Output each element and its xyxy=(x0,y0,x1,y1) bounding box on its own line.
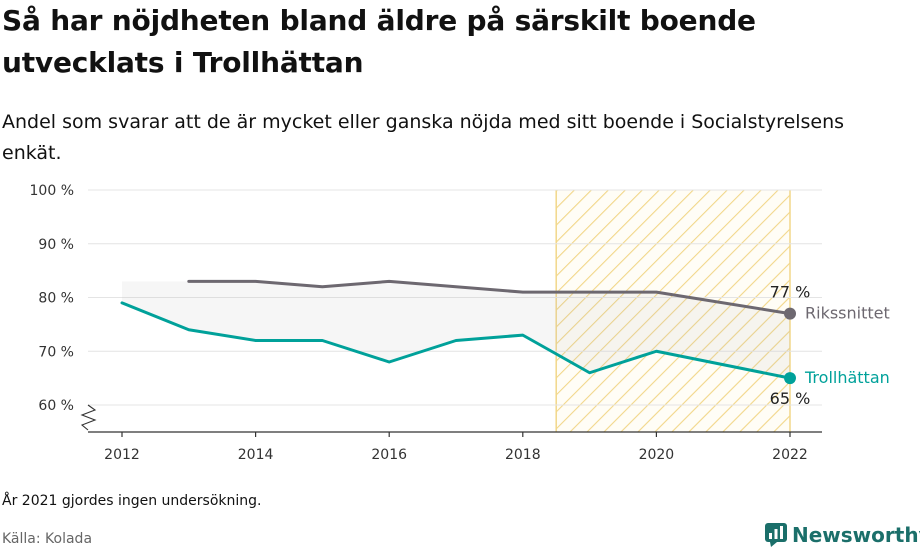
highlight-range xyxy=(556,190,790,432)
y-tick-label: 70 % xyxy=(38,344,74,360)
series-end-point xyxy=(784,307,796,320)
series-name-label: Rikssnittet xyxy=(805,304,890,323)
footnote: År 2021 gjordes ingen undersökning. xyxy=(2,493,262,509)
y-tick-label: 80 % xyxy=(38,291,74,307)
series-end-point xyxy=(784,372,796,385)
x-tick-label: 2016 xyxy=(371,447,407,463)
chart-title: Så har nöjdheten bland äldre på särskilt… xyxy=(2,4,756,79)
y-tick-label: 60 % xyxy=(38,398,74,414)
chart-subtitle: Andel som svarar att de är mycket eller … xyxy=(2,111,845,164)
x-tick-label: 2012 xyxy=(104,447,140,463)
series-end-value-label: 65 % xyxy=(770,389,811,408)
newsworthy-logo: Newsworthy xyxy=(765,519,920,551)
axis-break-marker xyxy=(80,404,97,431)
x-tick-label: 2020 xyxy=(639,447,675,463)
source-text: Källa: Kolada xyxy=(2,531,93,547)
series-line-rikssnittet xyxy=(187,279,792,316)
x-tick-label: 2014 xyxy=(238,447,274,463)
y-tick-label: 90 % xyxy=(38,237,74,253)
series-line-trollhattan xyxy=(120,301,792,380)
series-end-value-label: 77 % xyxy=(770,283,811,302)
x-tick-label: 2022 xyxy=(772,447,808,463)
brand-name: Newsworthy xyxy=(792,523,920,547)
difference-band xyxy=(122,281,790,379)
y-tick-label: 100 % xyxy=(30,183,74,199)
newsworthy-chat-icon xyxy=(765,523,787,547)
series-name-label: Trollhättan xyxy=(804,368,890,387)
x-tick-label: 2018 xyxy=(505,447,541,463)
